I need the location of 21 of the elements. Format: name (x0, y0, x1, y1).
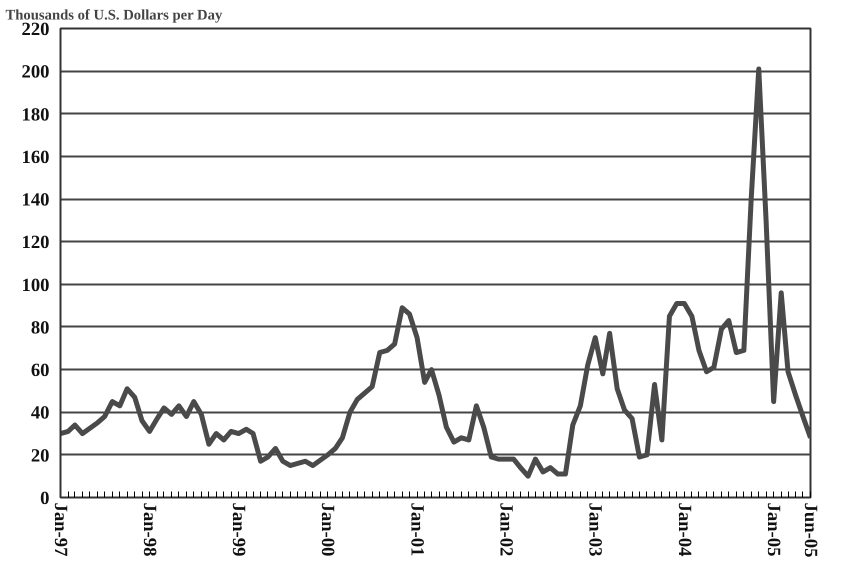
y-tick-label: 20 (30, 445, 50, 466)
x-tick-label: Jan-05 (763, 502, 784, 556)
x-tick-label: Jan-02 (496, 502, 517, 556)
y-tick-label: 180 (22, 104, 50, 126)
x-tick-label: Jan-98 (139, 502, 160, 556)
y-tick-label: 40 (30, 402, 50, 424)
y-tick-label: 160 (22, 146, 50, 168)
x-tick-label: Jan-99 (228, 502, 250, 556)
x-tick-label: Jan-03 (584, 502, 606, 556)
y-tick-label: 200 (22, 62, 50, 83)
x-tick-label: Jun-05 (800, 502, 821, 558)
y-tick-label: 100 (22, 274, 50, 296)
y-tick-label: 0 (40, 488, 50, 509)
x-tick-label: Jan-04 (674, 502, 695, 556)
y-tick-label: 80 (30, 317, 50, 338)
x-tick-label: Jan-97 (50, 502, 71, 556)
x-tick-label: Jan-00 (317, 502, 338, 556)
y-tick-label: 60 (30, 360, 50, 382)
y-tick-label: 140 (22, 190, 50, 211)
y-tick-label: 120 (22, 232, 50, 254)
x-tick-label: Jan-01 (406, 502, 428, 556)
